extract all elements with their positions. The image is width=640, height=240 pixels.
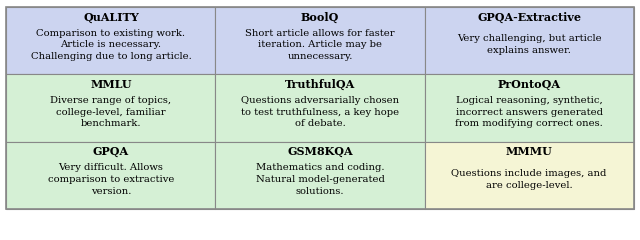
Text: Very challenging, but article
explains answer.: Very challenging, but article explains a… bbox=[457, 34, 602, 55]
Bar bbox=[424, 74, 634, 142]
Text: GPQA: GPQA bbox=[93, 146, 129, 157]
Text: Logical reasoning, synthetic,
incorrect answers generated
from modifying correct: Logical reasoning, synthetic, incorrect … bbox=[455, 96, 603, 128]
Text: MMMU: MMMU bbox=[506, 146, 552, 157]
Bar bbox=[6, 142, 216, 209]
Bar bbox=[6, 7, 634, 209]
Text: TruthfulQA: TruthfulQA bbox=[285, 79, 355, 90]
Text: PrOntoQA: PrOntoQA bbox=[497, 79, 561, 90]
Text: GSM8KQA: GSM8KQA bbox=[287, 146, 353, 157]
Text: MMLU: MMLU bbox=[90, 79, 132, 90]
Text: Diverse range of topics,
college-level, familiar
benchmark.: Diverse range of topics, college-level, … bbox=[51, 96, 172, 128]
Text: Questions include images, and
are college-level.: Questions include images, and are colleg… bbox=[451, 169, 607, 190]
Bar bbox=[424, 142, 634, 209]
Bar bbox=[216, 7, 424, 74]
Text: Questions adversarially chosen
to test truthfulness, a key hope
of debate.: Questions adversarially chosen to test t… bbox=[241, 96, 399, 128]
Bar bbox=[216, 142, 424, 209]
Text: Short article allows for faster
iteration. Article may be
unnecessary.: Short article allows for faster iteratio… bbox=[245, 29, 395, 61]
Bar bbox=[216, 74, 424, 142]
Text: BoolQ: BoolQ bbox=[301, 12, 339, 23]
Bar bbox=[6, 7, 216, 74]
Text: Very difficult. Allows
comparison to extractive
version.: Very difficult. Allows comparison to ext… bbox=[48, 163, 174, 196]
Text: QuALITY: QuALITY bbox=[83, 12, 139, 23]
Text: Mathematics and coding.
Natural model-generated
solutions.: Mathematics and coding. Natural model-ge… bbox=[255, 163, 385, 196]
Text: GPQA-Extractive: GPQA-Extractive bbox=[477, 12, 581, 23]
Bar bbox=[6, 74, 216, 142]
Text: Comparison to existing work.
Article is necessary.
Challenging due to long artic: Comparison to existing work. Article is … bbox=[31, 29, 191, 61]
Bar bbox=[424, 7, 634, 74]
